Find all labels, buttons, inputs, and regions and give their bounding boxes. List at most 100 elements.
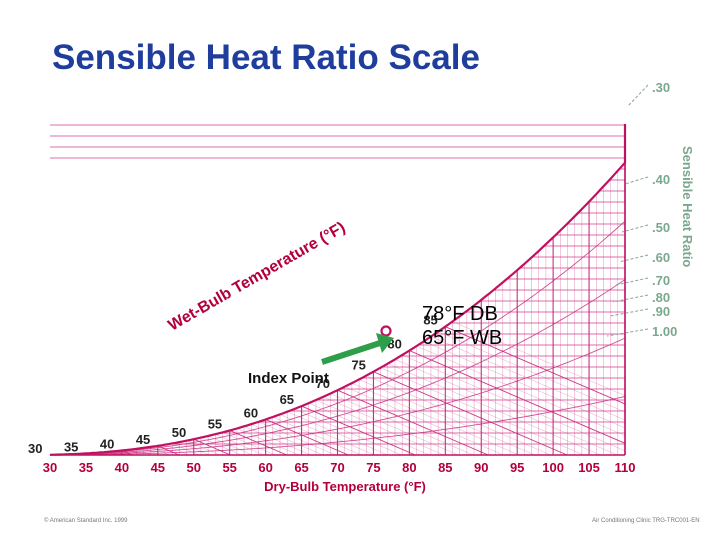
wet-bulb-axis-label: Wet-Bulb Temperature (°F) — [166, 219, 349, 334]
wet-bulb-line — [438, 331, 626, 413]
shr-scale: .30 .40 .50 .60 .70 .80.90 1.00 — [606, 80, 677, 339]
wb-callout-text: 65°F WB — [422, 327, 503, 349]
wet-bulb-line — [358, 379, 535, 456]
shr-value-label: .60 — [652, 250, 670, 265]
chart-grid — [49, 124, 626, 456]
state-point-callout: 78°F DB 65°F WB — [422, 302, 502, 350]
wet-bulb-label: 55 — [208, 416, 222, 431]
wet-bulb-line — [243, 426, 311, 456]
wet-bulb-line — [229, 430, 287, 456]
relative-humidity-curve — [49, 220, 626, 456]
wet-bulb-line — [272, 416, 362, 456]
wet-bulb-line — [215, 434, 264, 456]
index-arrow-shaft — [321, 340, 381, 365]
wet-bulb-label: 85 — [423, 313, 437, 328]
wet-bulb-line — [301, 405, 416, 456]
db-callout-text: 78°F DB — [422, 303, 498, 325]
wet-bulb-label: 60 — [244, 405, 258, 420]
wet-bulb-label: 65 — [280, 392, 294, 407]
dry-bulb-axis-label: Dry-Bulb Temperature (°F) — [264, 479, 426, 494]
wet-bulb-line — [409, 350, 626, 444]
dry-bulb-tick-label: 45 — [151, 460, 165, 475]
dry-bulb-tick-label: 95 — [510, 460, 524, 475]
relative-humidity-curve — [49, 396, 626, 456]
wet-bulb-label: 50 — [172, 425, 186, 440]
wet-bulb-line — [373, 371, 568, 456]
wet-bulb-line — [445, 326, 626, 405]
dry-bulb-tick-label: 70 — [330, 460, 344, 475]
dry-bulb-tick-label: 65 — [294, 460, 308, 475]
wet-bulb-line — [423, 341, 626, 429]
wet-bulb-label: 45 — [136, 432, 150, 447]
shr-guide-line — [627, 84, 649, 107]
dry-bulb-tick-label: 100 — [542, 460, 564, 475]
dry-bulb-tick-label: 110 — [615, 460, 636, 475]
shr-guide-line — [606, 328, 649, 337]
dry-bulb-tick-labels: 30 35 40 45 50 55 60 65 70 75 80 85 90 95 100 105 110 — [43, 460, 636, 475]
dry-bulb-tick-label: 40 — [115, 460, 129, 475]
relative-humidity-curve — [49, 337, 626, 456]
shr-value-label: .50 — [652, 220, 670, 235]
dry-bulb-tick-label: 60 — [258, 460, 272, 475]
wet-bulb-line — [402, 354, 626, 452]
shr-scale-label: Sensible Heat Ratio — [680, 146, 695, 267]
footer-course-code: Air Conditioning Clinic TRG-TRC001-EN — [592, 518, 700, 524]
dry-bulb-tick-label: 55 — [222, 460, 236, 475]
wet-bulb-line — [279, 414, 375, 456]
wet-bulb-label: 40 — [100, 437, 114, 452]
shr-guide-line — [609, 308, 649, 317]
state-point-group: Index Point — [248, 325, 394, 387]
wet-bulb-line — [330, 393, 474, 456]
shr-value-label: .40 — [652, 172, 670, 187]
shr-value-label: .70 — [652, 273, 670, 288]
dry-bulb-tick-label: 75 — [366, 460, 380, 475]
wet-bulb-line — [251, 423, 324, 456]
saturation-curve — [49, 124, 627, 456]
wet-bulb-line — [380, 367, 584, 456]
dry-bulb-tick-label: 80 — [402, 460, 416, 475]
wet-bulb-label: 35 — [64, 439, 78, 454]
wet-bulb-line — [452, 321, 626, 396]
index-arrow-head — [376, 333, 394, 353]
wet-bulb-line — [236, 428, 299, 456]
wet-bulb-line — [222, 432, 276, 456]
dry-bulb-tick-label: 35 — [79, 460, 93, 475]
wet-bulb-line — [387, 363, 601, 456]
relative-humidity-curve — [49, 279, 626, 456]
wet-bulb-line — [323, 396, 459, 456]
wet-bulb-line — [287, 411, 388, 456]
wet-bulb-label: 70 — [316, 376, 330, 391]
wet-bulb-line — [265, 419, 349, 456]
shr-guide-line — [624, 176, 649, 185]
shr-value-label: 1.00 — [652, 324, 677, 339]
wet-bulb-line — [394, 359, 618, 456]
saturation-curve-line — [49, 124, 627, 456]
shr-guide-line — [621, 224, 649, 233]
wet-bulb-label: 75 — [351, 358, 365, 373]
dry-bulb-tick-label: 30 — [43, 460, 57, 475]
slide-title: Sensible Heat Ratio Scale — [52, 38, 480, 77]
wet-bulb-label: 30 — [28, 441, 42, 456]
wet-bulb-line — [430, 336, 626, 421]
shr-guide-line — [615, 277, 649, 286]
wet-bulb-line — [344, 386, 504, 456]
wet-bulb-line — [366, 375, 551, 456]
footer-copyright: © American Standard Inc. 1999 — [44, 518, 128, 524]
wet-bulb-line — [416, 345, 626, 436]
shr-guide-line — [618, 254, 649, 263]
shr-value-label: .90 — [652, 304, 670, 319]
wet-bulb-line — [308, 402, 430, 456]
dry-bulb-tick-label: 90 — [474, 460, 488, 475]
wet-bulb-line — [294, 408, 402, 456]
dry-bulb-tick-label: 85 — [438, 460, 452, 475]
wet-bulb-line — [258, 421, 336, 456]
wet-bulb-line — [315, 399, 444, 456]
shr-guide-line — [612, 294, 649, 303]
wet-bulb-line — [351, 382, 520, 456]
dry-bulb-tick-label: 50 — [187, 460, 201, 475]
wet-bulb-line — [337, 389, 489, 456]
state-point-marker — [380, 325, 392, 337]
shr-value-label: .80 — [652, 290, 670, 305]
